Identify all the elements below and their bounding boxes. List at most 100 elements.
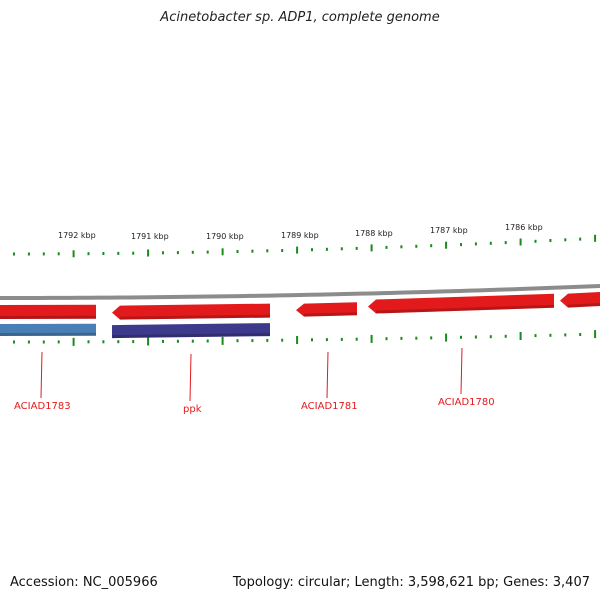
gene-label: ACIAD1780 [438, 397, 495, 408]
tick-mark [549, 333, 552, 337]
tick-mark [27, 252, 30, 256]
tick-mark [251, 339, 254, 343]
gene-bar-shade [0, 332, 96, 336]
tick-mark [325, 338, 328, 342]
tick-mark [27, 340, 30, 344]
tick-mark [296, 336, 299, 344]
kbp-label: 1786 kbp [505, 223, 543, 232]
tick-mark [594, 234, 597, 242]
tick-mark [370, 334, 373, 343]
tick-mark [281, 338, 284, 342]
gene-label: ppk [183, 404, 202, 415]
gene-bar [0, 323, 96, 336]
tick-mark [57, 252, 60, 256]
tick-mark [445, 241, 448, 249]
label-leaders [40, 347, 463, 402]
tick-mark [325, 247, 328, 251]
kbp-label: 1790 kbp [206, 232, 244, 241]
gene-arrow-shade [568, 303, 600, 308]
tick-mark [281, 249, 284, 252]
gene-track [0, 292, 600, 339]
tick-mark [102, 340, 105, 344]
gene-arrow [112, 303, 270, 320]
leader-line [326, 351, 329, 399]
tick-mark [251, 249, 254, 253]
tick-mark [460, 335, 462, 339]
gene-arrow [560, 292, 600, 308]
gene-arrow [368, 293, 554, 314]
tick-mark [236, 339, 239, 343]
tick-mark [42, 340, 45, 344]
leader-line [40, 351, 43, 399]
tick-mark [415, 244, 418, 248]
tick-mark [87, 252, 90, 256]
tick-mark [206, 339, 209, 343]
top-tick-track [13, 234, 597, 258]
tick-mark [147, 249, 150, 257]
tick-mark [355, 246, 358, 250]
kbp-label: 1788 kbp [355, 229, 393, 238]
tick-mark [534, 239, 537, 243]
tick-mark [87, 340, 90, 344]
tick-mark [72, 250, 75, 258]
genome-summary: Topology: circular; Length: 3,598,621 bp… [232, 575, 590, 590]
tick-mark [162, 251, 164, 255]
tick-mark [117, 251, 120, 255]
tick-mark [147, 337, 150, 346]
tick-mark [564, 333, 567, 337]
accession-text: Accession: NC_005966 [10, 575, 158, 590]
gene-bar [112, 323, 270, 339]
tick-mark [311, 248, 313, 252]
tick-mark [221, 336, 224, 345]
tick-mark [579, 237, 582, 241]
genome-backbone [0, 284, 600, 300]
tick-mark [311, 338, 313, 342]
tick-mark [385, 337, 388, 341]
gene-label: ACIAD1781 [301, 401, 358, 412]
tick-mark [519, 238, 522, 246]
kbp-label: 1791 kbp [131, 232, 169, 241]
tick-mark [489, 241, 492, 245]
gene-label: ACIAD1783 [14, 401, 71, 412]
gene-bar-shade [112, 333, 270, 339]
tick-mark [340, 337, 343, 341]
gene-arrow-shade [0, 315, 96, 319]
tick-mark [13, 340, 15, 344]
tick-mark [206, 250, 209, 254]
tick-mark [117, 340, 120, 344]
leader-line [189, 353, 192, 402]
tick-mark [296, 246, 299, 254]
tick-mark [564, 238, 567, 242]
tick-mark [460, 243, 462, 247]
gene-arrow [0, 304, 96, 319]
tick-mark [72, 337, 75, 346]
tick-mark [519, 332, 522, 340]
gene-arrow-shade [376, 304, 554, 314]
tick-mark [430, 336, 433, 340]
bottom-tick-track [13, 330, 597, 346]
tick-mark [400, 245, 403, 249]
tick-mark [13, 252, 15, 256]
tick-mark [176, 251, 179, 255]
tick-mark [370, 244, 373, 252]
tick-mark [445, 333, 448, 342]
tick-mark [534, 334, 537, 338]
tick-mark [474, 242, 477, 246]
kbp-label: 1789 kbp [281, 231, 319, 240]
tick-mark [191, 339, 194, 343]
tick-mark [430, 244, 433, 248]
tick-mark [162, 339, 164, 343]
tick-mark [504, 334, 507, 338]
tick-mark [474, 335, 477, 339]
tick-mark [355, 337, 358, 341]
tick-mark [549, 239, 552, 242]
kbp-label: 1787 kbp [430, 226, 468, 235]
gene-arrow-shade [120, 314, 270, 320]
tick-mark [579, 333, 582, 336]
tick-mark [57, 340, 60, 344]
gene-arrow [296, 302, 357, 317]
kbp-label: 1792 kbp [58, 231, 96, 240]
leader-line [460, 347, 463, 395]
tick-mark [594, 330, 597, 339]
tick-mark [385, 245, 388, 249]
